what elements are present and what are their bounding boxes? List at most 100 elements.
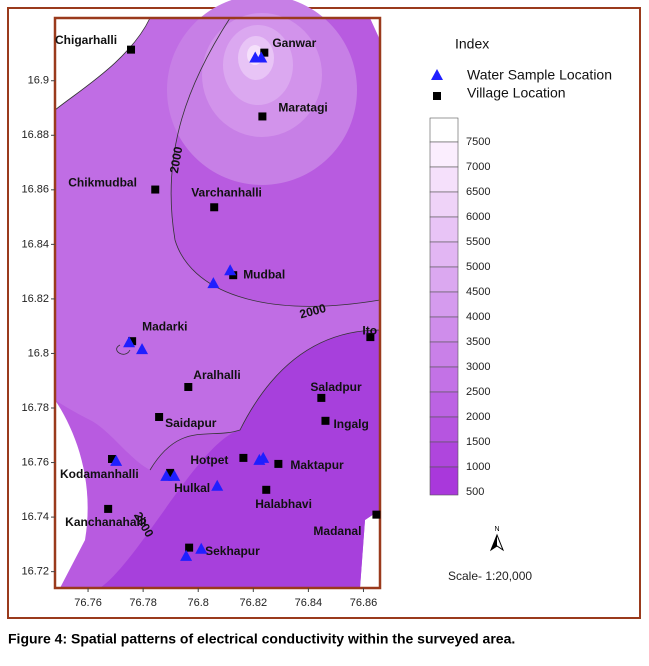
- no-data-area: [55, 18, 150, 110]
- y-tick-label: 16.78: [21, 402, 49, 414]
- scale-label: 7500: [466, 136, 490, 148]
- village-label: Ingalg: [333, 417, 368, 431]
- village-marker: [166, 468, 175, 477]
- x-tick-label: 76.76: [74, 597, 102, 609]
- village-marker: [210, 203, 219, 212]
- x-tick-label: 76.78: [129, 597, 157, 609]
- legend-water-symbol: [431, 69, 443, 80]
- scale-class: [429, 266, 459, 293]
- scale-label: 500: [466, 486, 484, 498]
- scale-label: 4500: [466, 286, 490, 298]
- north-arrow: N: [489, 526, 505, 552]
- y-tick-label: 16.76: [21, 456, 49, 468]
- water-sample: [207, 277, 220, 289]
- village-marker: [127, 45, 136, 54]
- water-sample: [110, 454, 123, 466]
- water-sample: [195, 542, 208, 554]
- legend-title: Index: [455, 36, 489, 52]
- scale-label: 3500: [466, 336, 490, 348]
- y-tick-label: 16.74: [21, 511, 49, 523]
- caption: Figure 4: Spatial patterns of electrical…: [8, 631, 515, 647]
- scale-class: [429, 416, 459, 443]
- scale-class: [429, 241, 459, 268]
- no-data-area: [360, 510, 380, 588]
- map-frame: [53, 16, 382, 590]
- village-label: Maratagi: [278, 101, 327, 115]
- legend-village-symbol: [433, 92, 441, 100]
- village-marker: [128, 337, 137, 346]
- scale-label: 6000: [466, 211, 490, 223]
- scale-label: 1500: [466, 436, 490, 448]
- village-marker: [239, 453, 248, 462]
- water-sample: [224, 264, 237, 276]
- scale-label: 7000: [466, 161, 490, 173]
- y-tick-label: 16.84: [21, 238, 49, 250]
- village-marker: [185, 543, 194, 552]
- village-label: Chikmudbal: [68, 176, 137, 190]
- legend-label: Water Sample Location: [467, 67, 612, 83]
- contour-label: 2000: [298, 301, 328, 322]
- scale-class: [429, 291, 459, 318]
- scale-label: 6500: [466, 186, 490, 198]
- y-tick-label: 16.9: [28, 75, 49, 87]
- village-marker: [258, 112, 267, 121]
- x-tick-label: 76.86: [350, 597, 378, 609]
- scale-class: [429, 216, 459, 243]
- y-tick-label: 16.86: [21, 184, 49, 196]
- village-marker: [108, 455, 117, 463]
- village-marker: [104, 504, 113, 513]
- no-data-area: [55, 400, 88, 588]
- village-label: Aralhalli: [193, 368, 240, 382]
- scale-class: [429, 466, 459, 496]
- y-tick-label: 16.72: [21, 566, 49, 578]
- village-label: Ganwar: [272, 36, 316, 50]
- village-label: Mudbal: [243, 267, 285, 281]
- village-label: Madanal: [313, 524, 361, 538]
- village-label: Hulkal: [174, 481, 210, 495]
- village-marker: [184, 383, 193, 391]
- village-label: Sekhapur: [205, 544, 260, 558]
- water-sample: [211, 479, 224, 491]
- no-data-area: [370, 18, 380, 40]
- scale-label: 4000: [466, 311, 490, 323]
- village-label: Kodamanhalli: [60, 467, 139, 481]
- water-sample: [136, 343, 149, 355]
- scale-label: 2500: [466, 386, 490, 398]
- scale-class: [429, 391, 459, 418]
- village-marker: [372, 510, 381, 519]
- village-label: Saladpur: [310, 380, 362, 394]
- scale-label: 5500: [466, 236, 490, 248]
- scale-label: 1000: [466, 461, 490, 473]
- x-tick-label: 76.84: [295, 597, 323, 609]
- contour-zone: [55, 18, 380, 470]
- village-label: Hotpet: [190, 453, 228, 467]
- village-label: Chigarhalli: [55, 33, 117, 47]
- water-sample: [160, 469, 173, 481]
- contour-label: 2000: [167, 145, 185, 174]
- x-tick-label: 76.82: [240, 597, 268, 609]
- village-marker: [366, 333, 375, 342]
- y-tick-label: 16.8: [28, 347, 49, 359]
- scale-class: [429, 141, 459, 168]
- y-tick-label: 16.88: [21, 129, 49, 141]
- water-sample: [180, 549, 193, 561]
- legend-label: Village Location: [467, 85, 566, 101]
- water-sample: [255, 51, 268, 63]
- village-marker: [321, 416, 330, 425]
- scale-class: [429, 366, 459, 393]
- village-marker: [274, 459, 283, 468]
- contour-line: [54, 17, 381, 471]
- y-tick-label: 16.82: [21, 293, 49, 305]
- scale-label: 5000: [466, 261, 490, 273]
- scale-class: [429, 341, 459, 368]
- village-marker: [155, 413, 164, 421]
- village-label: Maktapur: [290, 458, 344, 472]
- water-sample: [168, 469, 181, 481]
- scale-class: [429, 166, 459, 193]
- village-marker: [260, 48, 269, 57]
- village-label: Kanchanahalli: [65, 515, 146, 529]
- village-label: Ito: [362, 323, 377, 337]
- village-label: Halabhavi: [255, 497, 312, 511]
- village-label: Varchanhalli: [191, 185, 262, 199]
